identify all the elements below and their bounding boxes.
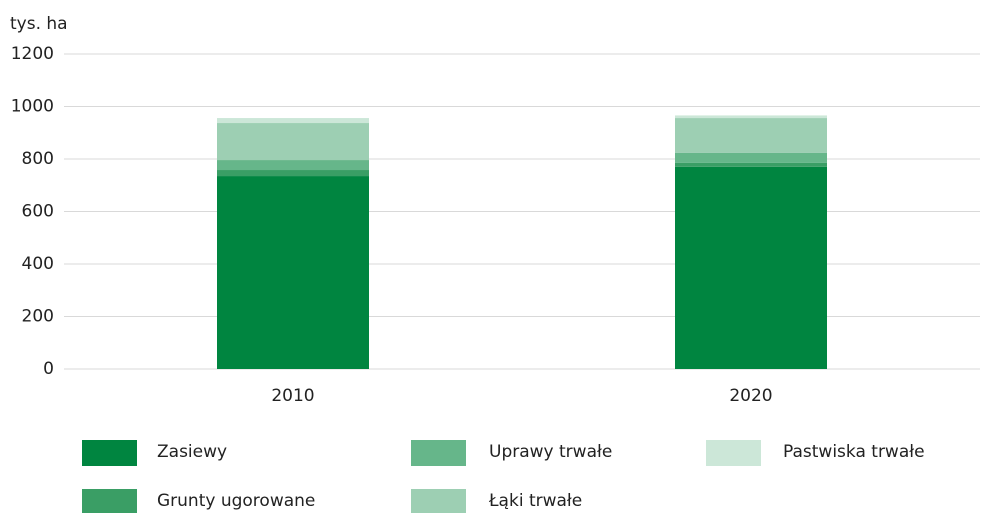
legend-swatch [706,440,761,466]
y-tick-label: 400 [22,254,54,274]
legend-swatch [411,489,466,513]
legend-label: Łąki trwałe [488,491,582,511]
legend-label: Pastwiska trwałe [783,442,925,462]
y-tick-label: 200 [22,307,54,327]
x-tick-label: 2010 [271,386,314,406]
bar-segment [675,118,827,153]
bar-segment [675,166,827,369]
bar-segment [217,176,369,369]
legend-swatch [82,489,137,513]
bar-segment [217,118,369,124]
legend-swatch [411,440,466,466]
x-tick-label: 2020 [729,386,772,406]
bar-segment [217,123,369,161]
bar-segment [217,160,369,171]
y-tick-label: 0 [43,359,54,379]
bar-segment [675,115,827,119]
y-axis-label: tys. ha [10,14,68,34]
y-tick-label: 600 [22,202,54,222]
y-tick-label: 800 [22,149,54,169]
y-tick-label: 1000 [11,97,54,117]
bar-segment [675,152,827,163]
legend-label: Grunty ugorowane [157,491,315,511]
legend-label: Uprawy trwałe [489,442,612,462]
legend-label: Zasiewy [157,442,227,462]
bar-segment [217,170,369,177]
bar-segment [675,162,827,167]
y-tick-label: 1200 [11,44,54,64]
legend-swatch [82,440,137,466]
